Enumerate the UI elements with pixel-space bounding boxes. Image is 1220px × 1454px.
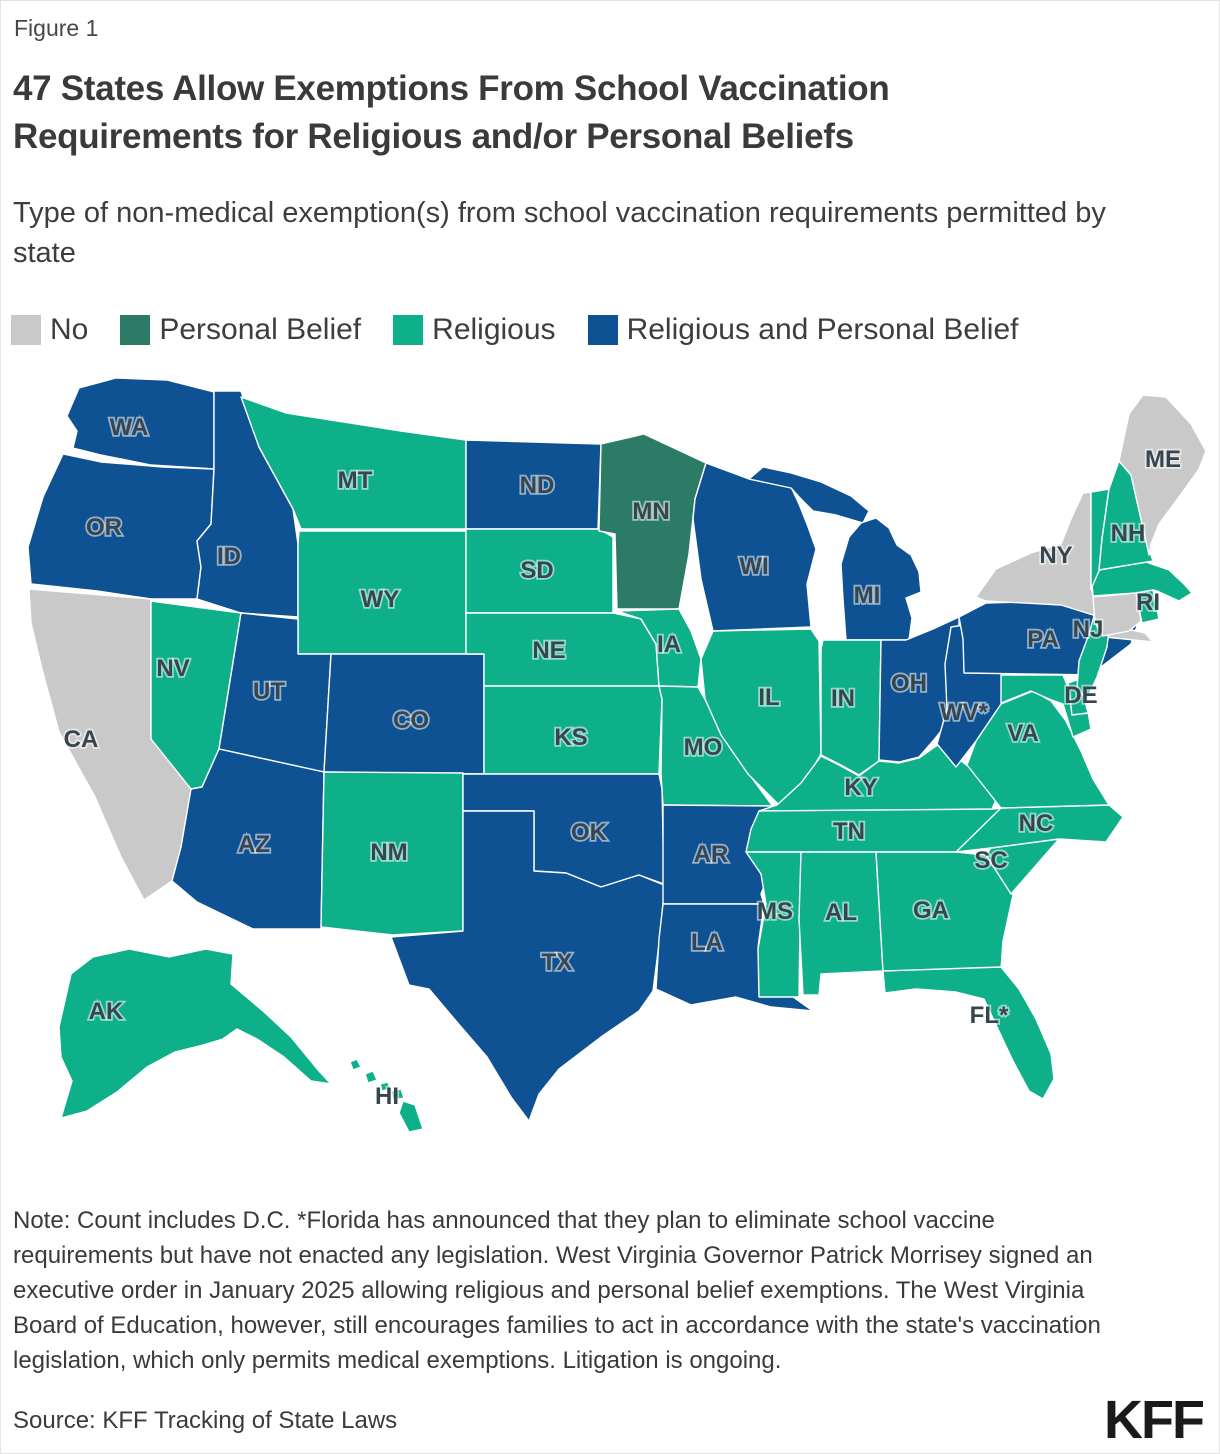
state-shape-ks (483, 685, 663, 775)
state-labels-layer: WA OR CA ID NV MT WY UT CO AZ NM ND SD NE KS OK TX MN IA MO… (62, 412, 1183, 1112)
state-shape-tx (390, 810, 665, 1122)
state-label-ia: IA (657, 631, 681, 658)
state-label-ky: KY (844, 774, 877, 801)
legend-label-religious: Religious (432, 313, 556, 346)
chart-subtitle: Type of non-medical exemption(s) from sc… (13, 197, 1106, 270)
state-shape-mn (598, 433, 707, 610)
state-shape-me (1118, 394, 1207, 556)
state-label-ok: OK (571, 819, 608, 846)
legend-item-both: Religious and Personal Belief (587, 313, 1019, 347)
state-label-id: ID (217, 543, 241, 570)
state-shape-sd (465, 528, 614, 614)
state-label-il: IL (758, 684, 779, 711)
state-label-nm: NM (370, 839, 407, 866)
state-label-ri: RI (1136, 589, 1160, 616)
state-label-mt: MT (338, 467, 373, 494)
state-label-nv: NV (156, 655, 189, 682)
state-label-hi: HI (375, 1083, 399, 1110)
state-shape-hi (379, 1081, 391, 1092)
state-label-sc: SC (974, 847, 1007, 874)
state-shapes-layer (27, 377, 1207, 1133)
state-label-mn: MN (632, 498, 669, 525)
state-label-ut: UT (253, 678, 285, 705)
state-label-co: CO (393, 707, 429, 734)
state-shape-ny (975, 491, 1100, 616)
state-label-wv: WV* (940, 699, 989, 726)
state-label-la: LA (691, 929, 723, 956)
state-label-va: VA (1007, 720, 1039, 747)
state-label-tn: TN (833, 818, 865, 845)
footnote: Note: Count includes D.C. *Florida has a… (13, 1207, 1101, 1374)
state-shape-mo (658, 685, 774, 807)
legend-label-personal: Personal Belief (159, 313, 362, 346)
state-shape-hi (364, 1070, 378, 1084)
state-label-tx: TX (542, 949, 573, 976)
legend-item-religious: Religious (393, 313, 556, 347)
state-label-nd: ND (520, 472, 555, 499)
state-label-mo: MO (684, 734, 723, 761)
state-label-wy: WY (361, 586, 400, 613)
state-label-al: AL (825, 899, 857, 926)
legend-swatch-both (587, 315, 618, 345)
state-label-ne: NE (532, 637, 565, 664)
state-shape-nm (320, 771, 464, 936)
state-shape-fl (882, 966, 1055, 1100)
state-label-wi: WI (739, 553, 768, 580)
state-label-wa: WA (110, 414, 149, 441)
source-line: Source: KFF Tracking of State Laws (13, 1407, 398, 1434)
legend-item-no: No (11, 313, 88, 347)
legend-label-no: No (50, 313, 89, 346)
state-label-de: DE (1064, 682, 1097, 709)
state-label-ny: NY (1039, 542, 1072, 569)
state-label-oh: OH (891, 670, 927, 697)
state-shape-nc (955, 804, 1124, 853)
state-label-ks: KS (554, 724, 587, 751)
state-shape-hi (398, 1100, 424, 1133)
state-label-ca: CA (64, 726, 99, 753)
state-label-in: IN (831, 685, 855, 712)
state-label-ak: AK (89, 998, 124, 1025)
state-label-sd: SD (520, 557, 553, 584)
legend-label-both: Religious and Personal Belief (626, 313, 1019, 346)
legend-swatch-personal (120, 315, 151, 345)
legend-item-personal: Personal Belief (120, 313, 361, 347)
legend: No Personal Belief Religious Religious and … (11, 313, 1018, 347)
state-label-nj: NJ (1073, 616, 1104, 643)
us-choropleth-map: WA OR CA ID NV MT WY UT CO AZ NM ND SD NE KS OK TX MN IA MO… (1, 369, 1220, 1163)
legend-swatch-religious (393, 315, 424, 345)
state-label-nc: NC (1019, 810, 1054, 837)
state-shape-hi (349, 1058, 362, 1071)
state-shape-ak (58, 948, 332, 1119)
state-shape-ma (1090, 561, 1193, 602)
us-map-svg: WA OR CA ID NV MT WY UT CO AZ NM ND SD NE KS OK TX MN IA MO… (27, 377, 1207, 1133)
state-shape-mi (840, 517, 922, 641)
legend-swatch-no (11, 315, 41, 345)
state-shape-de (1067, 678, 1089, 716)
state-shape-mi (748, 466, 870, 524)
state-label-fl: FL* (970, 1002, 1009, 1029)
kff-logo: KFF (1104, 1390, 1205, 1450)
state-label-pa: PA (1027, 626, 1059, 653)
state-label-or: OR (86, 514, 122, 541)
state-label-ms: MS (757, 898, 793, 925)
state-label-me: ME (1145, 446, 1181, 473)
chart-title: 47 States Allow Exemptions From School V… (13, 69, 890, 156)
state-label-ar: AR (694, 841, 729, 868)
state-label-nh: NH (1111, 520, 1146, 547)
state-label-az: AZ (238, 831, 270, 858)
state-label-mi: MI (854, 582, 881, 609)
state-shape-hi (390, 1088, 405, 1101)
state-label-ga: GA (913, 897, 949, 924)
figure-label: Figure 1 (14, 15, 99, 41)
